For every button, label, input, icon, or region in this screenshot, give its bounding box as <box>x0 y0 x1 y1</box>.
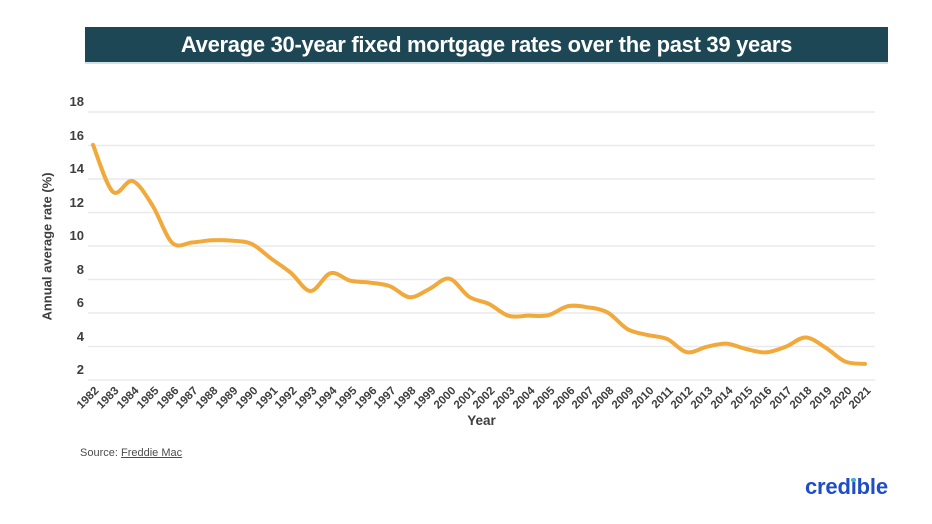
y-tick-label: 16 <box>69 127 84 143</box>
y-tick-label: 14 <box>69 161 84 176</box>
y-tick-label: 6 <box>76 295 84 310</box>
chart-title: Average 30-year fixed mortgage rates ove… <box>180 31 793 57</box>
y-tick-label: 18 <box>69 94 84 109</box>
credible-logo: credı ble <box>805 474 888 499</box>
y-axis-title: Annual average rate (%) <box>39 171 55 321</box>
mortgage-rate-line <box>91 142 867 366</box>
y-tick-label: 2 <box>76 362 84 377</box>
y-tick-label: 8 <box>76 261 84 277</box>
x-tick-label: 2021 <box>847 384 874 412</box>
x-axis-title: Year <box>467 413 496 428</box>
freddie-mac-link[interactable]: Freddie Mac <box>120 447 183 459</box>
y-tick-label: 10 <box>69 228 84 243</box>
y-axis-ticks: 18 16 14 12 10 8 6 4 2 <box>54 95 84 380</box>
logo-i-dot <box>851 477 856 482</box>
logo-letter-i: ı <box>850 474 857 499</box>
source-text: Source: Freddie Mac <box>80 447 182 459</box>
y-tick-label: 12 <box>69 194 84 210</box>
plot-svg <box>88 111 875 381</box>
header-bar: Average 30-year fixed mortgage rates ove… <box>85 27 888 64</box>
y-tick-label: 4 <box>76 328 84 344</box>
source-prefix: Source: <box>80 447 118 459</box>
